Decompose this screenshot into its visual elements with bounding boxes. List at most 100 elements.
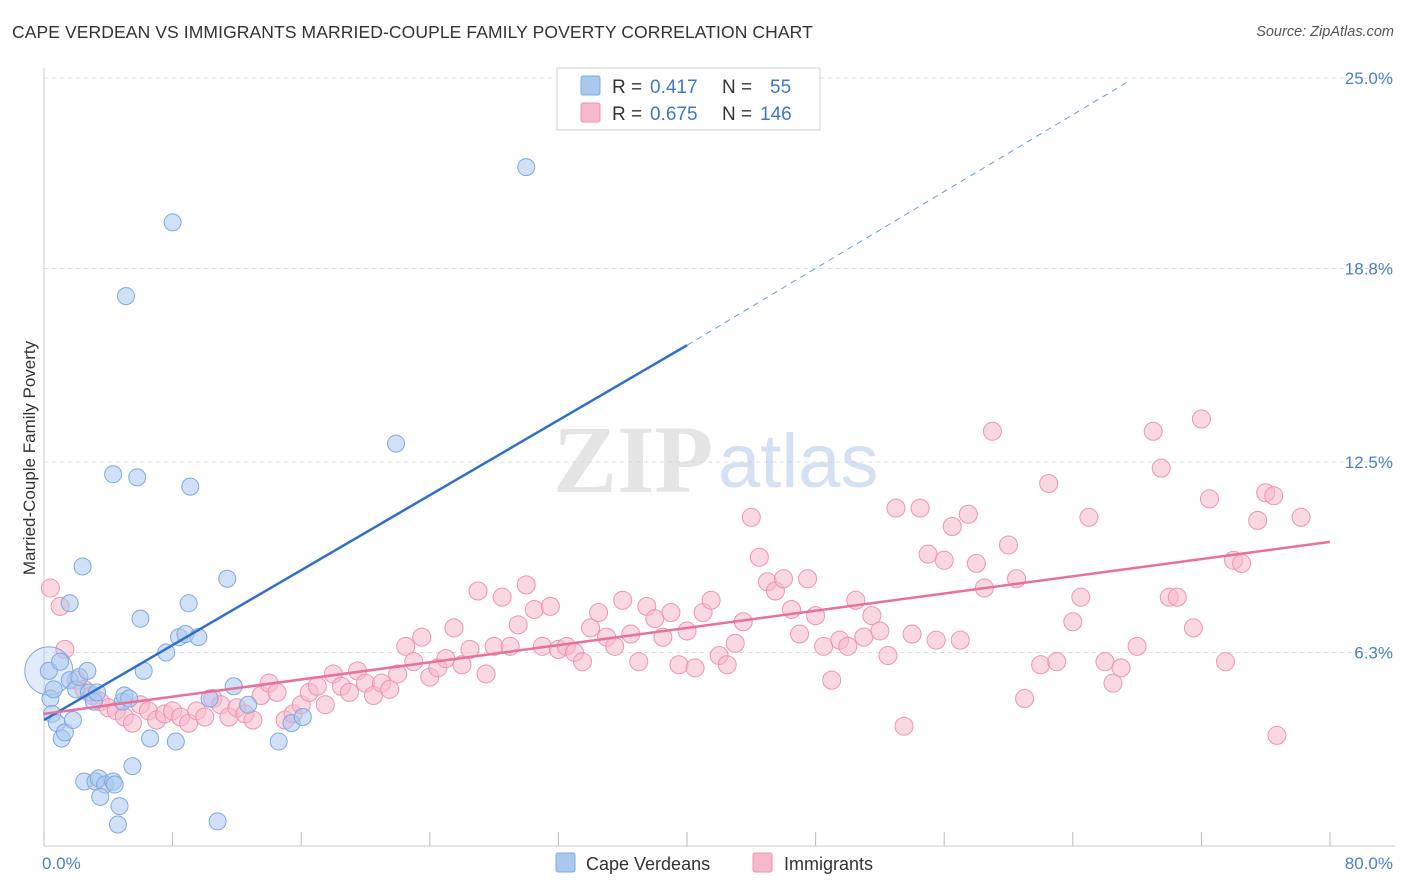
immigrants-point [1015, 689, 1035, 709]
series-legend: Cape Verdeans Immigrants [555, 852, 873, 874]
cape-verdeans-point [108, 815, 127, 834]
cape-verdeans-point [218, 569, 237, 588]
immigrants-point [1063, 612, 1083, 632]
immigrants-point [854, 627, 874, 647]
immigrants-point [1232, 553, 1252, 573]
immigrants-point [878, 646, 898, 666]
immigrants-point [886, 498, 906, 518]
immigrants-point [1143, 421, 1163, 441]
immigrants-point [1199, 489, 1219, 509]
legend-swatch-pink [580, 102, 601, 123]
immigrants-point [862, 606, 882, 626]
bottom-legend-swatch-blue [555, 852, 576, 873]
cape-verdeans-point [116, 287, 135, 306]
immigrants-point [982, 421, 1002, 441]
immigrants-point [661, 603, 681, 623]
immigrants-point [315, 695, 335, 715]
immigrants-point [243, 710, 263, 730]
cape-verdeans-point [60, 594, 79, 613]
cape-verdeans-point [517, 158, 536, 177]
immigrants-point [412, 627, 432, 647]
immigrants-point [918, 544, 938, 564]
bottom-legend-immigrants: Immigrants [784, 854, 873, 874]
immigrants-point [669, 655, 689, 675]
immigrants-point [468, 581, 488, 601]
cape-verdeans-point [104, 465, 123, 484]
cape-verdeans-point [128, 468, 147, 487]
immigrants-point [685, 658, 705, 678]
immigrants-point [1031, 655, 1051, 675]
y-tick-label-1: 12.5% [1345, 453, 1393, 472]
cape-verdeans-point [179, 594, 198, 613]
immigrants-point [934, 550, 954, 570]
immigrants-point [476, 664, 496, 684]
immigrants-point [1183, 618, 1203, 638]
immigrants-point [677, 621, 697, 641]
cape-verdeans-point [166, 732, 185, 751]
immigrants-trendline [43, 540, 1331, 716]
immigrants-point [40, 578, 60, 598]
immigrants-point [581, 618, 601, 638]
cape-verdeans-trendline [43, 344, 688, 722]
immigrants-point [195, 707, 215, 727]
cape-verdeans-point [293, 707, 312, 726]
cape-verdeans-point [78, 661, 97, 680]
legend-n-value-1: 55 [770, 77, 791, 98]
immigrants-point [267, 682, 287, 702]
immigrants-point [380, 679, 400, 699]
immigrants-point [605, 636, 625, 656]
immigrants-point [307, 676, 327, 696]
immigrants-point [388, 664, 408, 684]
cape-verdeans-point [44, 680, 63, 699]
immigrants-point [1047, 652, 1067, 672]
immigrants-point [629, 652, 649, 672]
cape-verdeans-point [88, 683, 107, 702]
immigrants-point [958, 504, 978, 524]
cape-verdeans-point [91, 787, 110, 806]
immigrants-point [1071, 587, 1091, 607]
immigrants-point [1095, 652, 1115, 672]
cape-verdeans-point [387, 434, 406, 453]
bottom-legend-cape-verdeans: Cape Verdeans [586, 854, 710, 874]
y-tick-label-3: 25.0% [1345, 69, 1393, 88]
immigrants-point [508, 615, 528, 635]
x-tick-label-0: 0.0% [42, 854, 81, 873]
legend-r-value-2: 0.675 [650, 104, 698, 125]
immigrants-point [822, 670, 842, 690]
y-tick-label-0: 6.3% [1354, 643, 1393, 662]
immigrants-point [122, 713, 142, 733]
cape-verdeans-point [200, 689, 219, 708]
cape-verdeans-point [163, 213, 182, 232]
legend-n-label-1: N = [722, 77, 752, 98]
immigrants-point [645, 609, 665, 629]
watermark: ZIP atlas [553, 406, 879, 513]
cape-verdeans-point [239, 695, 258, 714]
immigrants-point [589, 603, 609, 623]
cape-verdeans-point [63, 711, 82, 730]
trendlines [43, 80, 1331, 722]
immigrants-point [613, 590, 633, 610]
bottom-legend-swatch-pink [752, 852, 773, 873]
immigrants-point [1291, 507, 1311, 527]
x-tick-label-1: 80.0% [1345, 854, 1393, 873]
immigrants-point [741, 507, 761, 527]
immigrants-point [396, 636, 416, 656]
immigrants-point [452, 655, 472, 675]
immigrants-point [798, 569, 818, 589]
cape-verdeans-point [208, 812, 227, 831]
immigrants-point [1079, 507, 1099, 527]
immigrants-point [725, 633, 745, 653]
cape-verdeans-trendline-extension [686, 80, 1130, 346]
immigrants-point [573, 652, 593, 672]
tick-labels: 6.3% 12.5% 18.8% 25.0% 0.0% 80.0% [42, 69, 1393, 873]
immigrants-point [1264, 486, 1284, 506]
gridlines [44, 77, 1395, 653]
source-label: Source: ZipAtlas.com [1256, 24, 1394, 40]
immigrants-point [910, 498, 930, 518]
immigrants-point [790, 624, 810, 644]
cape-verdeans-point [269, 732, 288, 751]
immigrants-point [1103, 673, 1123, 693]
immigrants-point [773, 569, 793, 589]
immigrants-point [1216, 652, 1236, 672]
